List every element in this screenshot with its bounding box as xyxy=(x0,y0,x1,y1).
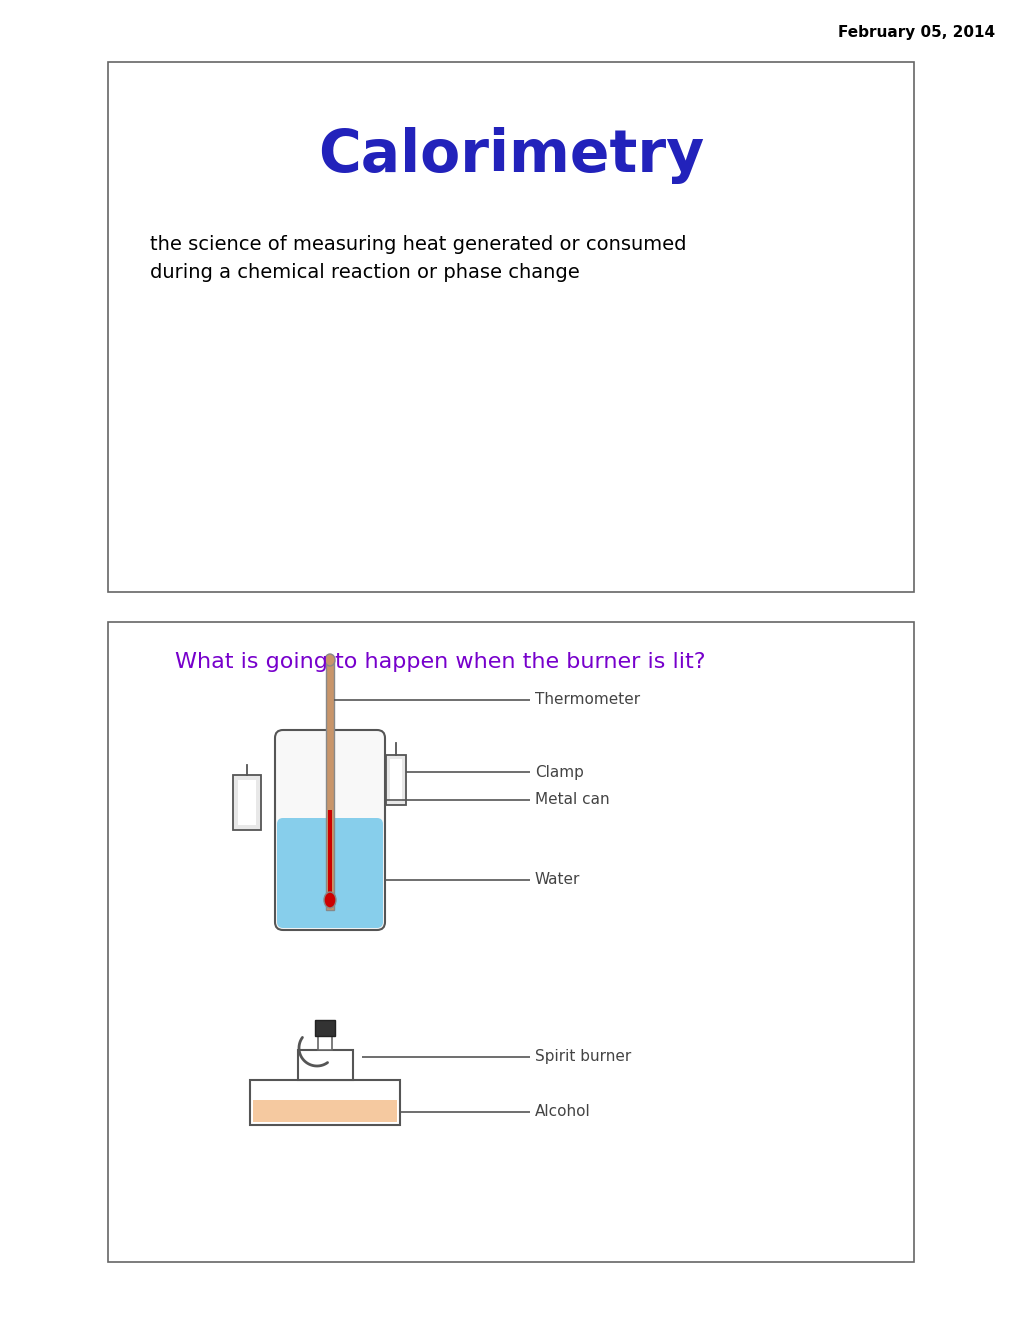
Bar xyxy=(298,1049,353,1080)
Text: February 05, 2014: February 05, 2014 xyxy=(837,25,994,40)
Ellipse shape xyxy=(324,892,335,908)
Text: Clamp: Clamp xyxy=(535,764,583,780)
Bar xyxy=(318,1030,331,1049)
Bar xyxy=(253,1100,396,1122)
Bar xyxy=(237,780,256,825)
Text: the science of measuring heat generated or consumed
during a chemical reaction o: the science of measuring heat generated … xyxy=(150,235,686,282)
Bar xyxy=(328,810,331,906)
Bar xyxy=(232,775,261,830)
Ellipse shape xyxy=(325,653,334,667)
Text: Calorimetry: Calorimetry xyxy=(318,127,703,183)
Text: Spirit burner: Spirit burner xyxy=(535,1049,631,1064)
Bar xyxy=(250,1080,399,1125)
Bar xyxy=(326,660,333,909)
Bar xyxy=(389,759,401,801)
Bar xyxy=(385,755,406,805)
Bar xyxy=(108,622,913,1262)
Text: Thermometer: Thermometer xyxy=(535,693,640,708)
Text: Metal can: Metal can xyxy=(535,792,609,808)
Bar xyxy=(108,62,913,591)
Text: Water: Water xyxy=(535,873,580,887)
Text: What is going to happen when the burner is lit?: What is going to happen when the burner … xyxy=(174,652,704,672)
Text: Alcohol: Alcohol xyxy=(535,1105,590,1119)
Bar xyxy=(315,1020,334,1036)
FancyBboxPatch shape xyxy=(275,730,384,931)
FancyBboxPatch shape xyxy=(277,818,382,928)
